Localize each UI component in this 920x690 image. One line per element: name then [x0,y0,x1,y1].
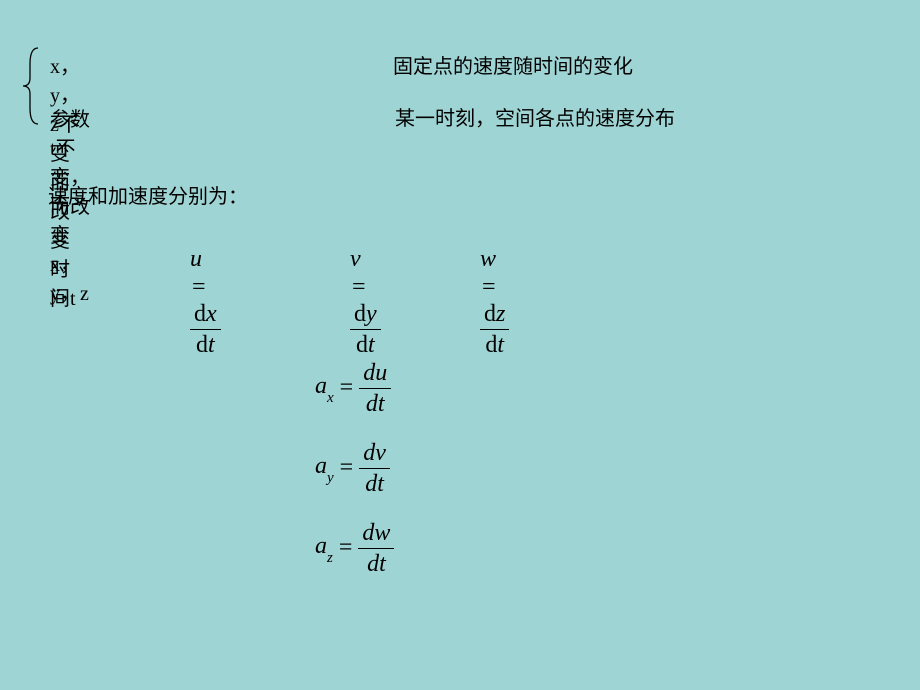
eq-w-num-d: d [484,301,496,327]
eq-ax-num: du [359,360,391,389]
eq-az-sub: z [327,550,333,566]
equals-sign: = [340,454,354,480]
eq-u-num-v: x [206,301,217,327]
eq-v-num-v: y [366,301,377,327]
equals-sign: = [340,374,354,400]
eq-w-lhs: w [480,246,496,273]
eq-v-frac: dy dt [350,301,381,359]
equation-w: w = dz dt [480,245,509,359]
section-heading: 速度和加速度分别为： [48,180,248,209]
eq-w-den-d: d [485,332,497,358]
eq-u-frac: dx dt [190,301,221,359]
acceleration-equations: ax = du dt ay = dv dt az = dw dt [315,360,394,600]
eq-az-num: dw [358,520,394,549]
eq-w-den-v: t [497,332,504,358]
eq-v-num-d: d [354,301,366,327]
eq-u-den-v: t [208,332,215,358]
eq-ay-sub: y [327,470,334,486]
eq-ax-sym: a [315,373,327,399]
left-brace-icon [20,46,42,126]
equation-az: az = dw dt [315,520,394,600]
equation-ay: ay = dv dt [315,440,394,520]
eq-ax-den: dt [359,389,391,417]
eq-u-lhs: u [190,246,202,273]
eq-u-num-d: d [194,301,206,327]
eq-w-num-v: z [496,301,505,327]
equals-sign: = [352,274,366,301]
equals-sign: = [339,534,353,560]
eq-ay-sym: a [315,453,327,479]
equation-u: u = dx dt [190,245,221,359]
eq-az-frac: dw dt [358,520,394,578]
eq-v-den-v: t [368,332,375,358]
eq-ax-sub: x [327,390,334,406]
eq-ay-frac: dv dt [359,440,390,498]
eq-ax-frac: du dt [359,360,391,418]
description-2: 某一时刻，空间各点的速度分布 [395,102,675,131]
equals-sign: = [482,274,496,301]
equation-v: v = dy dt [350,245,381,359]
eq-w-frac: dz dt [480,301,509,359]
equation-ax: ax = du dt [315,360,394,440]
eq-v-lhs: v [350,246,361,273]
equals-sign: = [192,274,206,301]
eq-ay-den: dt [359,469,390,497]
eq-az-den: dt [358,549,394,577]
eq-ay-num: dv [359,440,390,469]
eq-v-den-d: d [356,332,368,358]
eq-az-sym: a [315,533,327,559]
description-1: 固定点的速度随时间的变化 [393,50,633,79]
eq-u-den-d: d [196,332,208,358]
